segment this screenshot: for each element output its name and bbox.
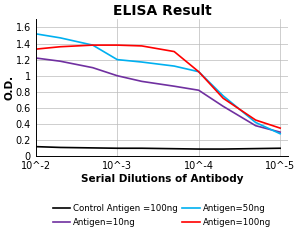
Antigen=10ng [140,80,144,83]
Control Antigen =100ng [34,145,38,148]
Line: Control Antigen =100ng: Control Antigen =100ng [36,147,280,149]
Antigen=100ng [116,44,119,46]
Antigen=50ng [278,132,282,135]
Antigen=10ng [197,89,200,92]
Antigen=50ng [34,32,38,35]
Antigen=50ng [91,44,94,46]
Antigen=10ng [278,131,282,134]
Antigen=10ng [34,56,38,59]
Antigen=100ng [278,126,282,130]
Antigen=100ng [34,48,38,51]
Antigen=50ng [116,58,119,61]
Line: Antigen=100ng: Antigen=100ng [36,45,280,128]
Antigen=50ng [197,70,200,73]
Antigen=50ng [172,64,176,68]
X-axis label: Serial Dilutions of Antibody: Serial Dilutions of Antibody [81,174,243,184]
Line: Antigen=50ng: Antigen=50ng [36,34,280,134]
Control Antigen =100ng [197,148,200,150]
Antigen=10ng [221,105,225,108]
Control Antigen =100ng [116,147,119,150]
Title: ELISA Result: ELISA Result [112,4,211,18]
Antigen=50ng [254,121,257,124]
Antigen=10ng [91,66,94,69]
Antigen=100ng [58,45,62,48]
Control Antigen =100ng [140,147,144,150]
Antigen=100ng [221,97,225,100]
Antigen=100ng [197,70,200,73]
Antigen=50ng [58,36,62,39]
Antigen=10ng [254,124,257,127]
Legend: Control Antigen =100ng, Antigen=10ng, Antigen=50ng, Antigen=100ng: Control Antigen =100ng, Antigen=10ng, An… [50,202,274,229]
Antigen=50ng [221,94,225,98]
Antigen=10ng [172,85,176,88]
Control Antigen =100ng [221,148,225,150]
Antigen=100ng [91,44,94,46]
Control Antigen =100ng [58,146,62,149]
Y-axis label: O.D.: O.D. [4,75,14,100]
Antigen=50ng [140,60,144,64]
Antigen=100ng [172,50,176,53]
Line: Antigen=10ng: Antigen=10ng [36,58,280,132]
Antigen=10ng [58,60,62,63]
Antigen=10ng [116,74,119,77]
Control Antigen =100ng [278,147,282,150]
Antigen=100ng [140,44,144,48]
Antigen=100ng [254,118,257,122]
